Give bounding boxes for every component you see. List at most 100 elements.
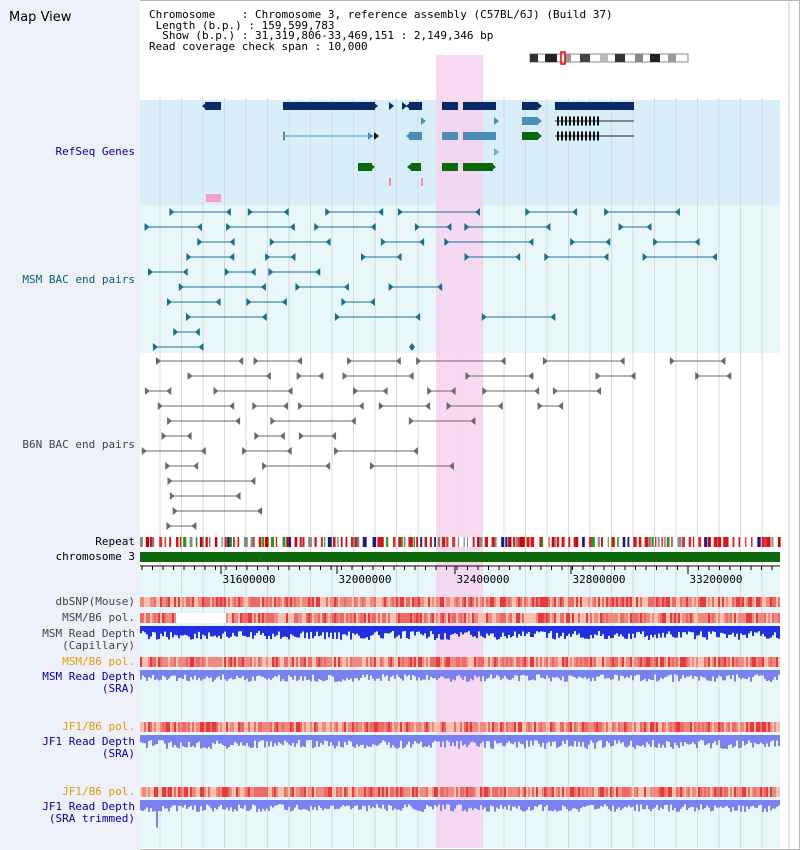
msm-b6-pol-sra-heat-strip-cell: [240, 657, 242, 667]
msm-b6-pol-sra-heat-strip-cell: [206, 657, 208, 667]
jf1-b6-pol-trimmed-heat-strip-cell: [256, 787, 258, 797]
msm-depth-capillary-histogram-bar: [232, 626, 234, 633]
axis-tick-label: 31600000: [223, 573, 276, 586]
msm-depth-capillary-histogram-bar: [526, 626, 528, 634]
jf1-b6-pol-heat-strip-cell: [252, 722, 254, 732]
dbsnp-heat-strip-cell: [630, 597, 632, 607]
msm-depth-sra-histogram-bar: [522, 670, 524, 675]
jf1-b6-pol-heat-strip-cell: [596, 722, 598, 732]
jf1-b6-pol-trimmed-heat-strip-cell: [402, 787, 404, 797]
msm-b6-pol-heat-strip-cell: [514, 613, 516, 623]
track-label-jf1-depth-trimmed[interactable]: JF1 Read Depth (SRA trimmed): [42, 800, 135, 825]
track-label-jf1-b6-pol-1[interactable]: JF1/B6 pol.: [62, 720, 135, 733]
dbsnp-heat-strip-cell: [298, 597, 300, 607]
jf1-b6-pol-trimmed-heat-strip-cell: [448, 787, 450, 797]
msm-depth-sra-histogram-bar: [652, 670, 654, 681]
jf1-b6-pol-trimmed-heat-strip-cell: [466, 787, 468, 797]
jf1-depth-sra-histogram-bar: [744, 735, 746, 746]
track-label-msm-depth-capillary[interactable]: MSM Read Depth (Capillary): [42, 627, 135, 652]
msm-bac-pair-end: [178, 283, 184, 291]
msm-depth-capillary-histogram-bar: [394, 626, 396, 639]
dbsnp-heat-strip-cell: [328, 597, 330, 607]
b6n-bac-pair-end: [427, 387, 433, 395]
msm-b6-pol-heat-strip-cell: [670, 613, 672, 623]
jf1-depth-trimmed-histogram-bar: [614, 800, 616, 812]
track-label-msm-b6-pol-1[interactable]: MSM/B6 pol.: [62, 611, 135, 624]
msm-b6-pol-heat-strip-cell: [384, 613, 386, 623]
msm-depth-sra-histogram-bar: [690, 670, 692, 676]
msm-depth-capillary-histogram-bar: [634, 626, 636, 638]
msm-b6-pol-sra-heat-strip-cell: [630, 657, 632, 667]
msm-b6-pol-heat-strip-cell: [552, 613, 554, 623]
msm-depth-sra-histogram-bar: [704, 670, 706, 678]
track-label-jf1-depth-sra[interactable]: JF1 Read Depth (SRA): [42, 735, 135, 760]
msm-b6-pol-heat-strip-cell: [726, 613, 728, 623]
jf1-b6-pol-heat-strip-cell: [264, 722, 266, 732]
jf1-b6-pol-heat-strip-cell: [462, 722, 464, 732]
dbsnp-heat-strip-cell: [362, 597, 364, 607]
jf1-b6-pol-heat-strip-cell: [422, 722, 424, 732]
jf1-b6-pol-trimmed-heat-strip-cell: [176, 787, 178, 797]
b6n-bac-pair-end: [235, 492, 241, 500]
repeat-element: [159, 537, 163, 547]
msm-depth-sra-histogram-bar: [466, 670, 468, 682]
msm-b6-pol-sra-heat-strip: [140, 657, 780, 667]
jf1-b6-pol-heat-strip-cell: [698, 722, 700, 732]
msm-bac-pair-end: [260, 283, 266, 291]
msm-b6-pol-sra-heat-strip-cell: [588, 657, 590, 667]
b6n-bac-pair-end: [408, 372, 414, 380]
msm-b6-pol-heat-strip-cell: [772, 613, 774, 623]
jf1-depth-sra-histogram-bar: [266, 735, 268, 742]
dbsnp-heat-strip-cell: [404, 597, 406, 607]
msm-bac-pair-end: [360, 253, 366, 261]
repeat-element: [413, 537, 416, 547]
msm-depth-capillary-histogram-bar: [270, 626, 272, 640]
msm-depth-sra-histogram-bar: [470, 670, 472, 679]
jf1-b6-pol-heat-strip-cell: [688, 722, 690, 732]
track-label-refseq[interactable]: RefSeq Genes: [55, 145, 135, 158]
jf1-b6-pol-trimmed-heat-strip-cell: [240, 787, 242, 797]
msm-b6-pol-heat-strip-cell: [452, 613, 454, 623]
jf1-depth-trimmed-histogram-bar: [350, 800, 352, 810]
track-label-chromosome[interactable]: chromosome 3: [55, 550, 135, 563]
track-label-repeat[interactable]: Repeat: [95, 535, 135, 548]
track-label-msm-depth-sra[interactable]: MSM Read Depth (SRA): [42, 670, 135, 695]
msm-depth-capillary-histogram-bar: [572, 626, 574, 634]
repeat-element: [757, 537, 761, 547]
jf1-b6-pol-heat-strip-cell: [684, 722, 686, 732]
jf1-depth-sra-histogram-bar: [242, 735, 244, 746]
jf1-depth-trimmed-histogram-bar: [704, 800, 706, 809]
jf1-depth-sra-histogram-bar: [218, 735, 220, 744]
jf1-b6-pol-heat-strip-cell: [738, 722, 740, 732]
jf1-b6-pol-heat-strip-cell: [260, 722, 262, 732]
dbsnp-heat-strip-cell: [356, 597, 358, 607]
jf1-b6-pol-heat-strip-cell: [240, 722, 242, 732]
dbsnp-heat-strip-cell: [528, 597, 530, 607]
jf1-depth-sra-histogram-bar: [658, 735, 660, 744]
jf1-b6-pol-heat-strip-cell: [760, 722, 762, 732]
track-label-msm-bac[interactable]: MSM BAC end pairs: [22, 273, 135, 286]
msm-depth-capillary-histogram-bar: [274, 626, 276, 637]
jf1-b6-pol-heat-strip-cell: [420, 722, 422, 732]
track-label-msm-b6-pol-2[interactable]: MSM/B6 pol.: [62, 655, 135, 668]
msm-bac-pair-end: [269, 238, 275, 246]
dbsnp-heat-strip-cell: [516, 597, 518, 607]
track-label-dbsnp[interactable]: dbSNP(Mouse): [55, 595, 135, 608]
msm-depth-capillary-histogram-bar: [434, 626, 436, 640]
track-label-b6n-bac[interactable]: B6N BAC end pairs: [22, 438, 135, 451]
jf1-depth-trimmed-histogram-bar: [296, 800, 298, 805]
msm-depth-sra-histogram-bar: [172, 670, 174, 676]
msm-b6-pol-heat-strip-cell: [558, 613, 560, 623]
dbsnp-heat-strip-cell: [274, 597, 276, 607]
track-label-jf1-b6-pol-2[interactable]: JF1/B6 pol.: [62, 785, 135, 798]
dbsnp-heat-strip-cell: [344, 597, 346, 607]
msm-depth-capillary-histogram-bar: [598, 626, 600, 631]
msm-b6-pol-sra-heat-strip-cell: [440, 657, 442, 667]
jf1-depth-sra-histogram-bar: [160, 735, 162, 741]
jf1-depth-sra-histogram: [140, 735, 780, 749]
jf1-b6-pol-trimmed-heat-strip-cell: [562, 787, 564, 797]
jf1-b6-pol-heat-strip-cell: [722, 722, 724, 732]
gene-exon: [573, 116, 575, 126]
dbsnp-heat-strip-cell: [346, 597, 348, 607]
